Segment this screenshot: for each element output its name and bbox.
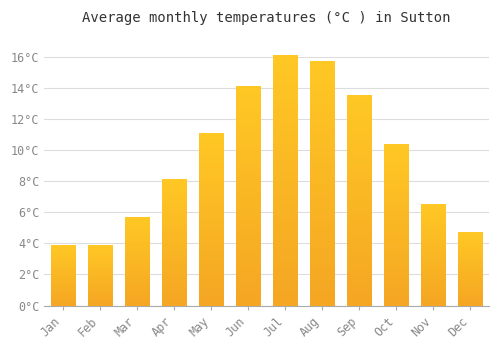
Title: Average monthly temperatures (°C ) in Sutton: Average monthly temperatures (°C ) in Su…: [82, 11, 451, 25]
